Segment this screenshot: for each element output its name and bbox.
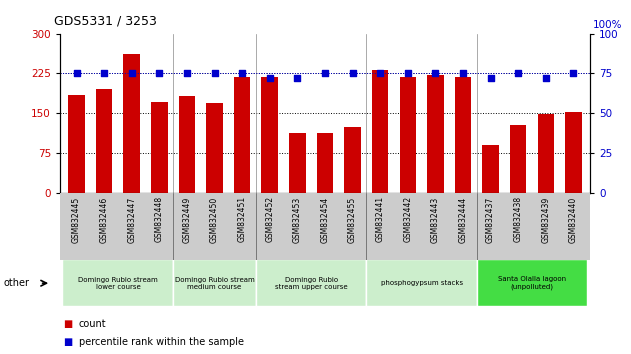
Text: GSM832444: GSM832444 — [459, 196, 468, 242]
Text: count: count — [79, 319, 107, 329]
Point — [458, 70, 468, 76]
Text: Domingo Rubio stream
medium course: Domingo Rubio stream medium course — [175, 277, 254, 290]
Point — [182, 70, 192, 76]
Bar — [206, 103, 223, 193]
Point — [375, 70, 385, 76]
Text: GSM832441: GSM832441 — [375, 196, 385, 242]
Point — [264, 75, 274, 81]
Point — [237, 70, 247, 76]
Point — [430, 70, 440, 76]
Bar — [234, 77, 251, 193]
Point — [348, 70, 358, 76]
Bar — [68, 95, 85, 193]
Text: Domingo Rubio stream
lower course: Domingo Rubio stream lower course — [78, 277, 158, 290]
Bar — [151, 102, 168, 193]
Text: GSM832446: GSM832446 — [100, 196, 109, 242]
Bar — [482, 145, 499, 193]
Bar — [538, 114, 554, 193]
Text: Santa Olalla lagoon
(unpolluted): Santa Olalla lagoon (unpolluted) — [498, 276, 566, 290]
Text: GSM832455: GSM832455 — [348, 196, 357, 242]
Bar — [124, 54, 140, 193]
Bar — [367, 260, 477, 306]
Text: GSM832449: GSM832449 — [182, 196, 191, 242]
Point — [209, 70, 220, 76]
Point — [320, 70, 330, 76]
Text: Domingo Rubio
stream upper course: Domingo Rubio stream upper course — [275, 277, 348, 290]
Bar — [289, 133, 305, 193]
Bar — [256, 260, 367, 306]
Text: GSM832439: GSM832439 — [541, 196, 550, 242]
Bar — [261, 77, 278, 193]
Point — [99, 70, 109, 76]
Text: GSM832451: GSM832451 — [238, 196, 247, 242]
Text: GSM832448: GSM832448 — [155, 196, 164, 242]
Point — [71, 70, 81, 76]
Point — [486, 75, 496, 81]
Text: GSM832437: GSM832437 — [486, 196, 495, 242]
Text: 100%: 100% — [593, 20, 623, 30]
Text: GSM832453: GSM832453 — [293, 196, 302, 242]
Point — [403, 70, 413, 76]
Point — [127, 70, 137, 76]
Text: GSM832447: GSM832447 — [127, 196, 136, 242]
Text: GSM832443: GSM832443 — [431, 196, 440, 242]
Bar — [455, 77, 471, 193]
Bar — [399, 77, 416, 193]
Bar — [427, 75, 444, 193]
Text: ■: ■ — [63, 319, 73, 329]
Text: GSM832452: GSM832452 — [265, 196, 274, 242]
Text: GDS5331 / 3253: GDS5331 / 3253 — [54, 14, 156, 27]
Text: ■: ■ — [63, 337, 73, 347]
Point — [292, 75, 302, 81]
Bar — [372, 70, 389, 193]
Point — [569, 70, 579, 76]
Text: GSM832450: GSM832450 — [210, 196, 219, 242]
Bar — [317, 133, 333, 193]
Text: GSM832442: GSM832442 — [403, 196, 412, 242]
Text: GSM832454: GSM832454 — [321, 196, 329, 242]
Point — [513, 70, 523, 76]
Bar — [179, 96, 195, 193]
Bar — [173, 260, 256, 306]
Text: GSM832438: GSM832438 — [514, 196, 522, 242]
Point — [154, 70, 164, 76]
Text: GSM832445: GSM832445 — [72, 196, 81, 242]
Bar — [345, 127, 361, 193]
Bar — [510, 125, 526, 193]
Text: other: other — [3, 278, 29, 288]
Text: percentile rank within the sample: percentile rank within the sample — [79, 337, 244, 347]
Bar — [477, 260, 587, 306]
Bar — [96, 89, 112, 193]
Text: GSM832440: GSM832440 — [569, 196, 578, 242]
Text: phosphogypsum stacks: phosphogypsum stacks — [380, 280, 463, 286]
Point — [541, 75, 551, 81]
Bar — [62, 260, 173, 306]
Bar — [565, 112, 582, 193]
